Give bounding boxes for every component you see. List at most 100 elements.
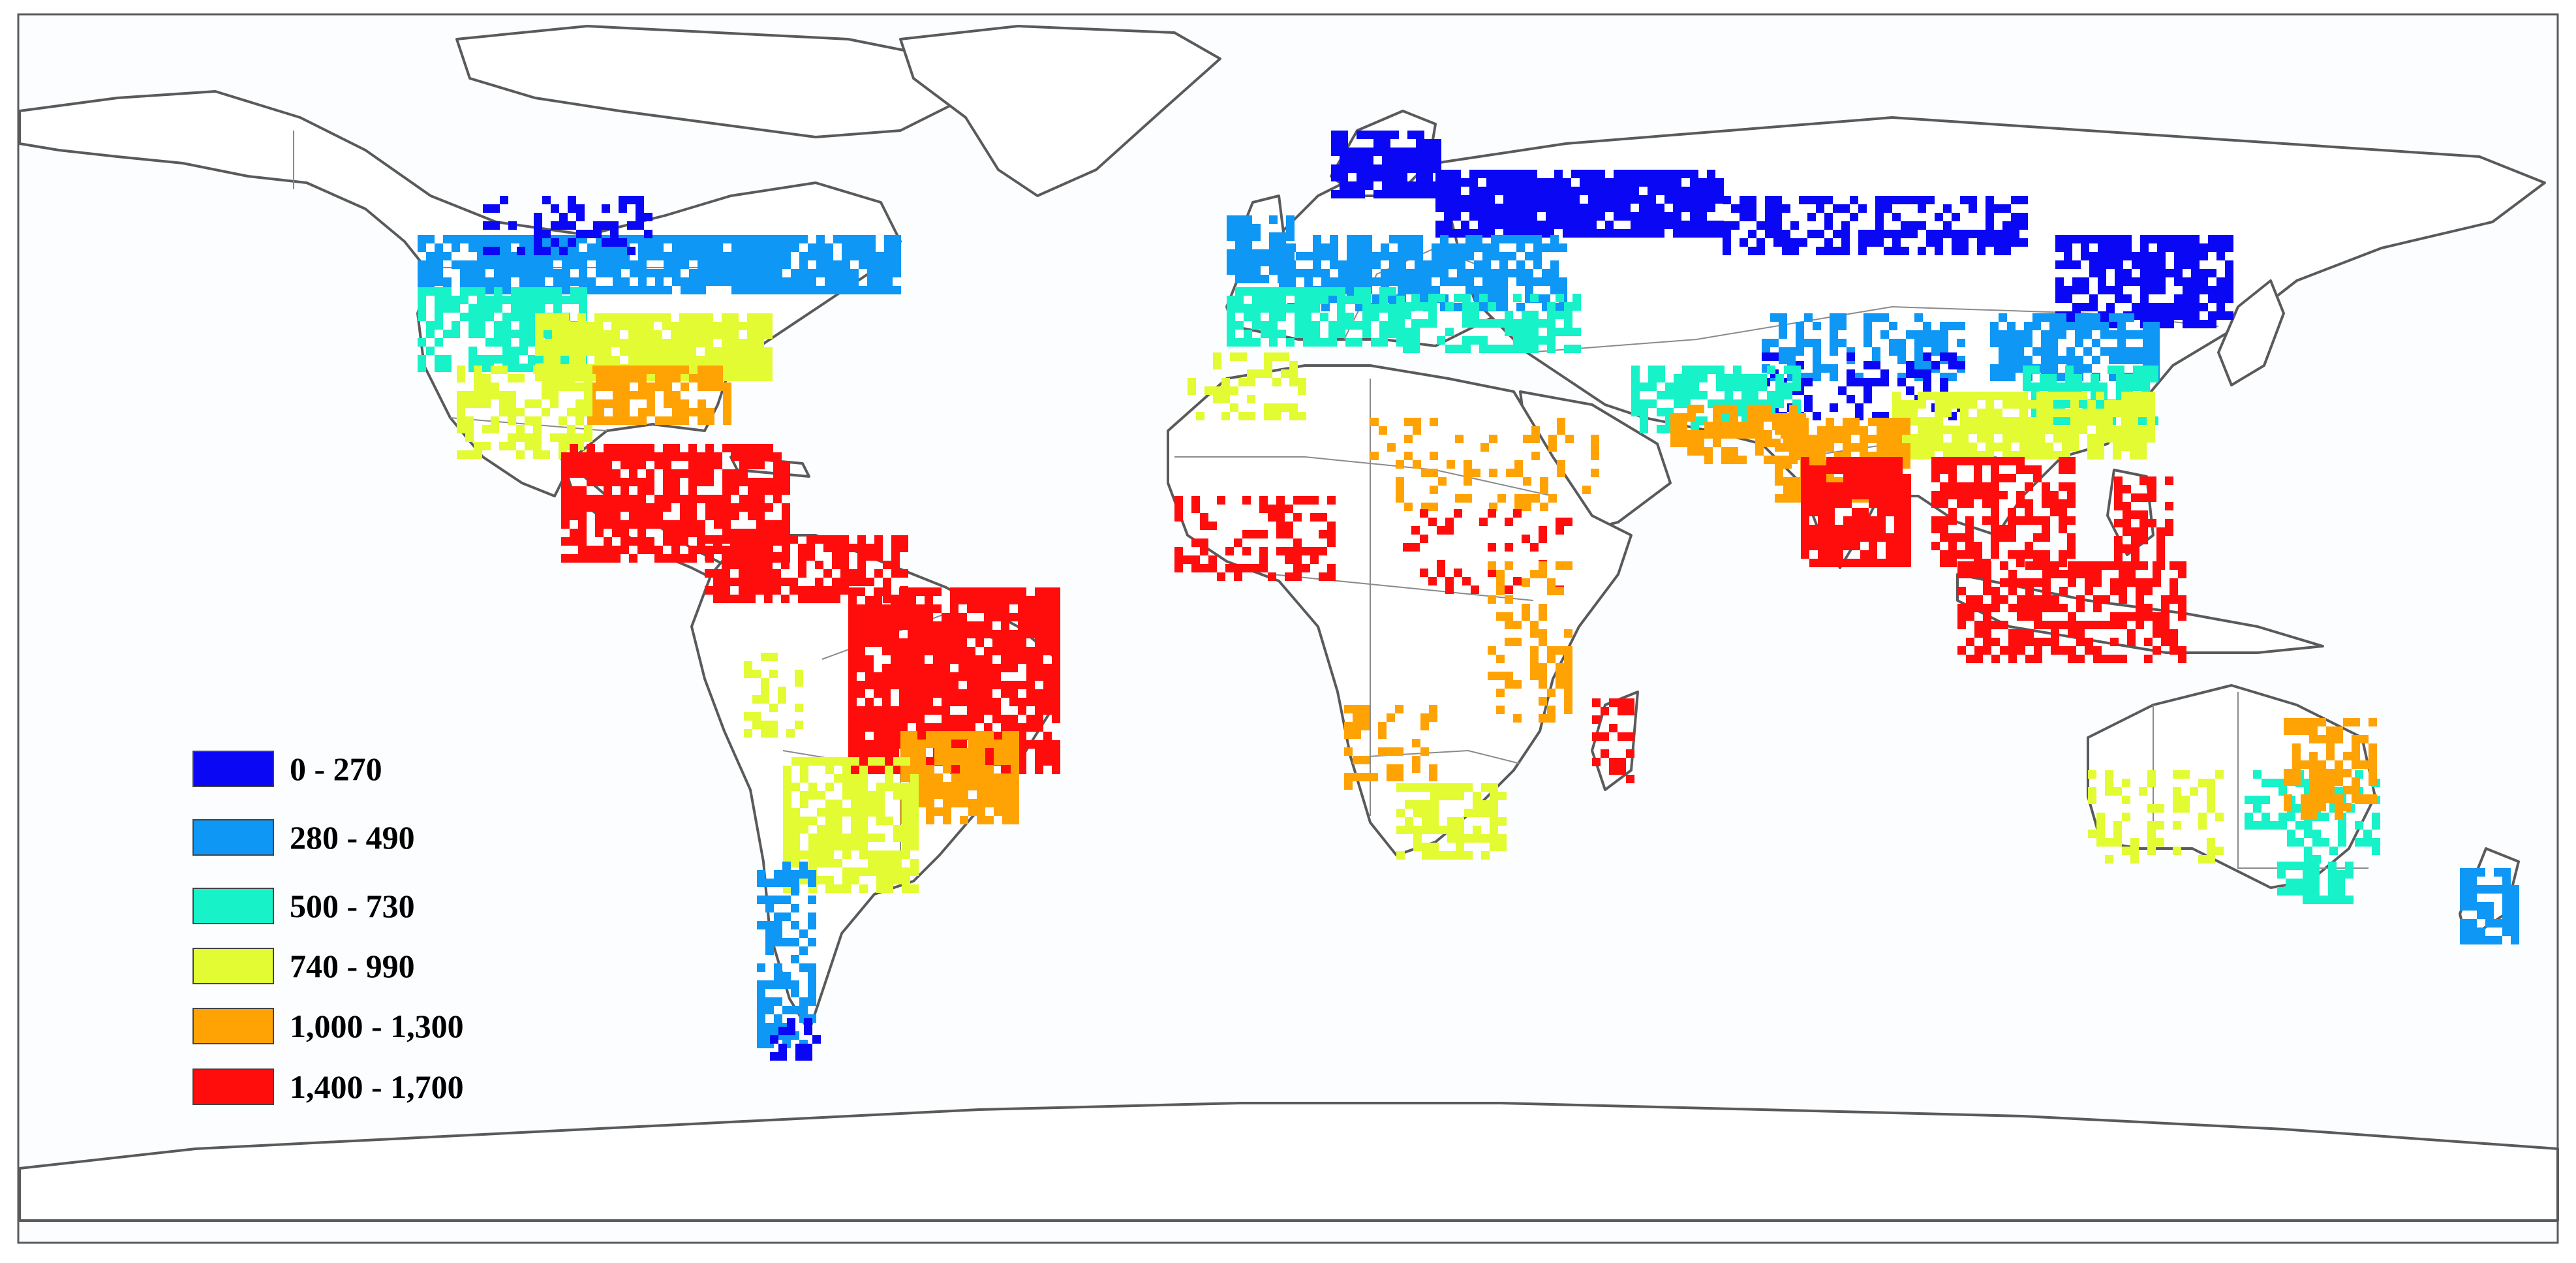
value-cell [2025, 629, 2034, 638]
value-cell [2019, 221, 2028, 230]
value-cell [443, 296, 452, 304]
value-cell [977, 816, 985, 824]
value-cell [1259, 505, 1268, 513]
value-cell [902, 817, 910, 825]
value-cell [1948, 457, 1957, 465]
value-cell [1261, 330, 1269, 338]
value-cell [2153, 621, 2161, 629]
value-cell [613, 269, 621, 277]
value-cell [1892, 230, 1901, 238]
value-cell [1983, 621, 1991, 629]
value-cell [1572, 328, 1581, 336]
value-cell [1486, 204, 1495, 212]
value-cell [646, 537, 654, 546]
value-cell [2072, 235, 2081, 243]
value-cell [815, 561, 823, 569]
value-cell [774, 879, 782, 887]
value-cell [1966, 570, 1974, 578]
value-cell [1424, 156, 1433, 164]
value-cell [1969, 392, 1977, 400]
value-cell [825, 269, 833, 277]
value-cell [1499, 260, 1508, 269]
value-cell [765, 235, 774, 243]
value-cell [1867, 230, 1875, 238]
value-cell [2119, 621, 2127, 629]
value-cell [452, 260, 460, 269]
value-cell [2085, 578, 2093, 587]
value-cell [1279, 243, 1287, 252]
value-cell [1960, 434, 1969, 443]
value-cell [663, 444, 671, 452]
value-cell [706, 269, 714, 277]
value-cell [664, 269, 672, 277]
value-cell [722, 469, 731, 478]
value-cell [782, 896, 791, 904]
value-cell [596, 286, 604, 294]
value-cell [1835, 533, 1843, 542]
value-cell [950, 723, 958, 732]
value-cell [435, 296, 443, 304]
value-cell [545, 287, 553, 296]
value-cell [1657, 374, 1665, 382]
value-cell [1276, 547, 1285, 555]
value-cell [1295, 330, 1303, 338]
value-cell [2025, 578, 2034, 587]
value-cell [770, 1052, 778, 1061]
value-cell [628, 339, 637, 347]
value-cell [722, 535, 730, 544]
value-cell [2138, 409, 2147, 417]
value-cell [688, 495, 697, 503]
value-cell [1491, 286, 1499, 294]
value-cell [1454, 345, 1462, 353]
value-cell [1424, 181, 1433, 190]
value-cell [1244, 224, 1252, 232]
value-cell [773, 486, 782, 495]
value-cell [1869, 533, 1877, 542]
value-cell [1488, 646, 1496, 655]
value-cell [730, 322, 739, 330]
value-cell [756, 356, 764, 364]
value-cell [1639, 178, 1648, 187]
value-cell [519, 304, 528, 313]
value-cell [992, 596, 1001, 604]
value-cell [757, 1014, 765, 1023]
value-cell [477, 287, 485, 296]
value-cell [859, 235, 867, 243]
value-cell [800, 800, 808, 808]
value-cell [2178, 655, 2186, 663]
value-cell [1691, 374, 1699, 382]
value-cell [570, 503, 578, 512]
value-cell [1935, 409, 1943, 417]
value-cell [1943, 230, 1952, 238]
value-cell [2085, 621, 2093, 629]
value-cell [508, 391, 516, 399]
value-cell [1406, 286, 1415, 294]
value-cell [536, 296, 545, 304]
value-cell [426, 252, 435, 260]
value-cell [925, 647, 933, 655]
value-cell [629, 461, 637, 469]
value-cell [1809, 559, 1818, 567]
value-cell [975, 689, 984, 698]
value-cell [2121, 426, 2130, 434]
value-cell [1474, 269, 1482, 277]
value-cell [1852, 559, 1860, 567]
value-cell [815, 535, 823, 544]
value-cell [865, 621, 874, 630]
value-cell [765, 904, 774, 912]
value-cell [2028, 417, 2036, 426]
value-cell [832, 544, 840, 552]
value-cell [1221, 412, 1230, 420]
value-cell [1432, 286, 1440, 294]
value-cell [559, 247, 568, 255]
value-cell [747, 339, 756, 347]
value-cell [934, 807, 943, 816]
value-cell [943, 782, 951, 790]
value-cell [808, 938, 816, 946]
value-cell [2225, 311, 2233, 320]
value-cell [559, 366, 567, 374]
value-cell [925, 664, 933, 672]
value-cell [1269, 330, 1278, 338]
value-cell [761, 721, 769, 729]
value-cell [1801, 525, 1809, 533]
